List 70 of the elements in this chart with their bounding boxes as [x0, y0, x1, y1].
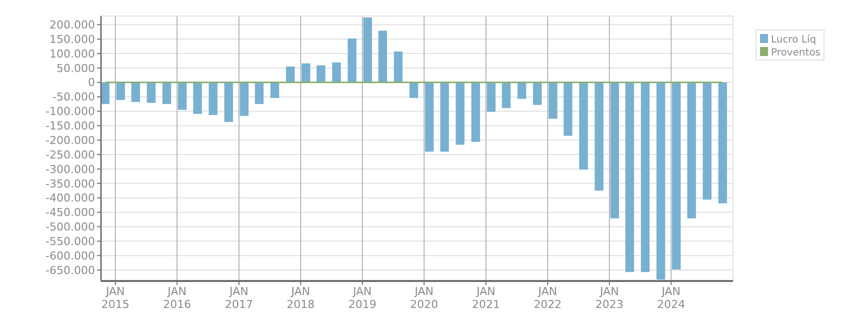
- bar: [456, 82, 464, 145]
- y-tick-label: 0: [88, 76, 95, 90]
- bar: [625, 82, 634, 272]
- x-tick-label: JAN 2015: [101, 285, 130, 311]
- bar: [424, 82, 434, 152]
- bar: [116, 82, 125, 100]
- bar: [486, 82, 496, 112]
- bar: [302, 63, 310, 82]
- bar: [640, 82, 650, 272]
- bar: [224, 82, 234, 122]
- bar: [610, 82, 620, 218]
- bar: [178, 82, 187, 110]
- bar: [378, 30, 388, 82]
- y-tick-label: -450.000: [46, 206, 95, 220]
- y-tick-label: -400.000: [46, 192, 95, 205]
- bar: [517, 82, 526, 99]
- bar: [316, 65, 326, 82]
- bar: [348, 38, 356, 82]
- legend-label: Proventos: [771, 48, 821, 58]
- y-tick-label: -500.000: [46, 220, 95, 234]
- bar: [564, 82, 572, 136]
- x-tick-label: JAN 2018: [286, 285, 315, 311]
- bar: [656, 82, 666, 280]
- bar: [208, 82, 218, 116]
- y-tick-label: -200.000: [46, 134, 95, 147]
- bar: [332, 62, 341, 82]
- bar: [440, 82, 449, 152]
- bar: [254, 82, 264, 104]
- bar: [533, 82, 542, 105]
- y-tick-label: -50.000: [52, 90, 95, 104]
- bar: [672, 82, 681, 270]
- y-tick-label: -250.000: [46, 148, 95, 162]
- bar: [718, 82, 728, 204]
- bar: [286, 66, 295, 82]
- x-tick-label: JAN 2016: [163, 285, 192, 311]
- bar: [687, 82, 696, 218]
- x-tick-label: JAN 2021: [472, 285, 500, 311]
- bar: [579, 82, 588, 170]
- y-tick-label: -300.000: [46, 162, 95, 176]
- bar: [702, 82, 712, 200]
- y-tick-label: 150.000: [50, 32, 95, 46]
- x-tick-label: JAN 2023: [595, 285, 624, 311]
- y-tick-label: 200.000: [50, 18, 95, 32]
- bar: [131, 82, 140, 102]
- bar: [193, 82, 202, 114]
- y-tick-label: -550.000: [46, 235, 95, 248]
- y-tick-label: -600.000: [46, 249, 95, 262]
- y-tick-label: 100.000: [50, 47, 95, 60]
- bar: [409, 82, 418, 98]
- y-tick-label: -650.000: [46, 264, 95, 277]
- legend-label: Lucro Líq: [771, 34, 816, 46]
- bar: [146, 82, 156, 103]
- bar: [548, 82, 558, 119]
- bar: [270, 82, 280, 98]
- y-tick-label: -150.000: [46, 120, 95, 133]
- bar: [162, 82, 172, 104]
- x-tick-label: JAN 2024: [657, 285, 686, 311]
- bar: [594, 82, 604, 191]
- x-tick-label: JAN 2017: [224, 285, 253, 311]
- bar: [471, 82, 480, 142]
- bar: [502, 82, 511, 108]
- x-tick-label: JAN 2022: [534, 285, 562, 311]
- y-tick-label: -100.000: [46, 105, 95, 118]
- y-tick-label: -350.000: [46, 177, 95, 190]
- x-tick-label: JAN 2020: [410, 285, 438, 311]
- bar: [363, 17, 372, 82]
- y-tick-label: 50.000: [56, 62, 95, 75]
- bar: [240, 82, 249, 116]
- x-tick-label: JAN 2019: [348, 285, 376, 311]
- bar: [394, 52, 403, 82]
